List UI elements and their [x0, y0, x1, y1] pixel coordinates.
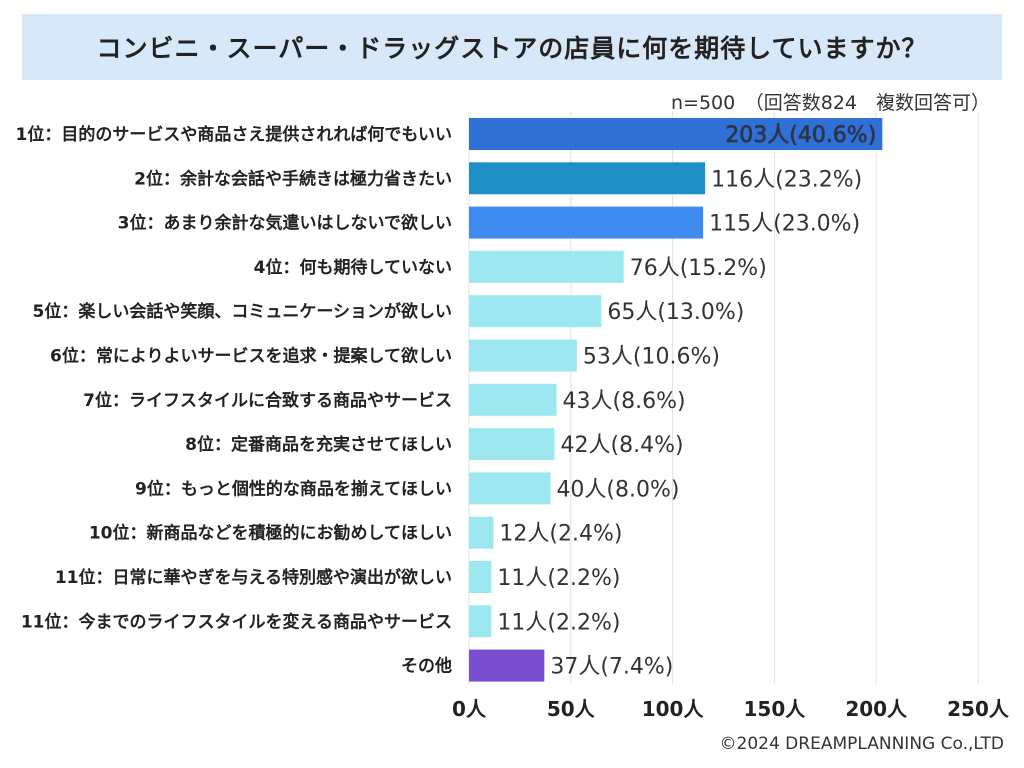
bar — [469, 605, 492, 638]
category-label: 5位：楽しい会話や笑顔、コミュニケーションが欲しい — [33, 301, 453, 322]
data-label: 65人(13.0%) — [607, 300, 744, 325]
data-label: 12人(2.4%) — [499, 522, 622, 547]
x-tick-label: 100人 — [642, 697, 705, 721]
category-label: 11位：日常に華やぎを与える特別感や演出が欲しい — [55, 567, 452, 588]
x-axis-ticks: 0人 50人 100人 150人 200人 250人 — [452, 697, 1010, 721]
category-label: その他 — [401, 656, 452, 677]
bar — [469, 428, 555, 461]
data-label: 40人(8.0%) — [556, 477, 679, 502]
data-label: 11人(2.2%) — [497, 610, 620, 635]
data-label: 116人(23.2%) — [711, 167, 862, 192]
x-tick-label: 50人 — [547, 697, 596, 721]
data-label: 115人(23.0%) — [709, 212, 860, 237]
bar — [469, 206, 704, 239]
data-label: 76人(15.2%) — [630, 256, 767, 281]
data-label: 11人(2.2%) — [497, 566, 620, 591]
category-label: 8位：定番商品を充実させてほしい — [185, 434, 452, 455]
x-tick-label: 200人 — [845, 697, 908, 721]
bar — [469, 295, 602, 328]
category-label: 10位：新商品などを積極的にお勧めしてほしい — [89, 523, 452, 544]
bar — [469, 339, 577, 372]
category-label: 6位：常によりよいサービスを追求・提案して欲しい — [50, 346, 452, 367]
data-label: 37人(7.4%) — [550, 655, 673, 680]
title-banner: コンビニ・スーパー・ドラッグストアの店員に何を期待していますか？ — [22, 14, 1002, 80]
category-label: 2位：余計な会話や手続きは極力省きたい — [134, 168, 452, 189]
x-tick-label: 0人 — [452, 697, 487, 721]
category-label: 9位：もっと個性的な商品を揃えてほしい — [135, 478, 452, 499]
data-label: 203人(40.6%) — [725, 123, 876, 148]
bar — [469, 472, 551, 505]
sample-size-note: n=500 （回答数824 複数回答可） — [671, 92, 990, 114]
bar — [469, 649, 545, 682]
bar — [469, 561, 492, 593]
category-label: 3位：あまり余計な気遣いはしないで欲しい — [118, 213, 452, 234]
bar — [469, 118, 883, 150]
data-labels: 203人(40.6%) 116人(23.2%) 115人(23.0%) 76人(15.… — [497, 123, 876, 680]
bar — [469, 250, 624, 283]
data-label: 43人(8.6%) — [563, 389, 686, 414]
data-label: 53人(10.6%) — [583, 345, 720, 370]
x-tick-label: 150人 — [744, 697, 807, 721]
category-label: 7位：ライフスタイルに合致する商品やサービス — [83, 390, 452, 411]
category-label: 11位：今までのライフスタイルを変える商品やサービス — [21, 611, 452, 632]
category-label: 1位：目的のサービスや商品さえ提供されれば何でもいい — [16, 124, 453, 145]
x-tick-label: 250人 — [947, 697, 1010, 721]
bar — [469, 383, 557, 416]
category-labels: 1位：目的のサービスや商品さえ提供されれば何でもいい 2位：余計な会話や手続きは極… — [16, 124, 453, 677]
bar — [469, 162, 706, 195]
data-label: 42人(8.4%) — [561, 433, 684, 458]
bar — [469, 516, 494, 549]
chart-title: コンビニ・スーパー・ドラッグストアの店員に何を期待していますか？ — [96, 34, 928, 63]
bars — [469, 118, 883, 682]
category-label: 4位：何も期待していない — [254, 257, 452, 278]
copyright-text: ©2024 DREAMPLANNING Co.,LTD — [719, 734, 1004, 754]
